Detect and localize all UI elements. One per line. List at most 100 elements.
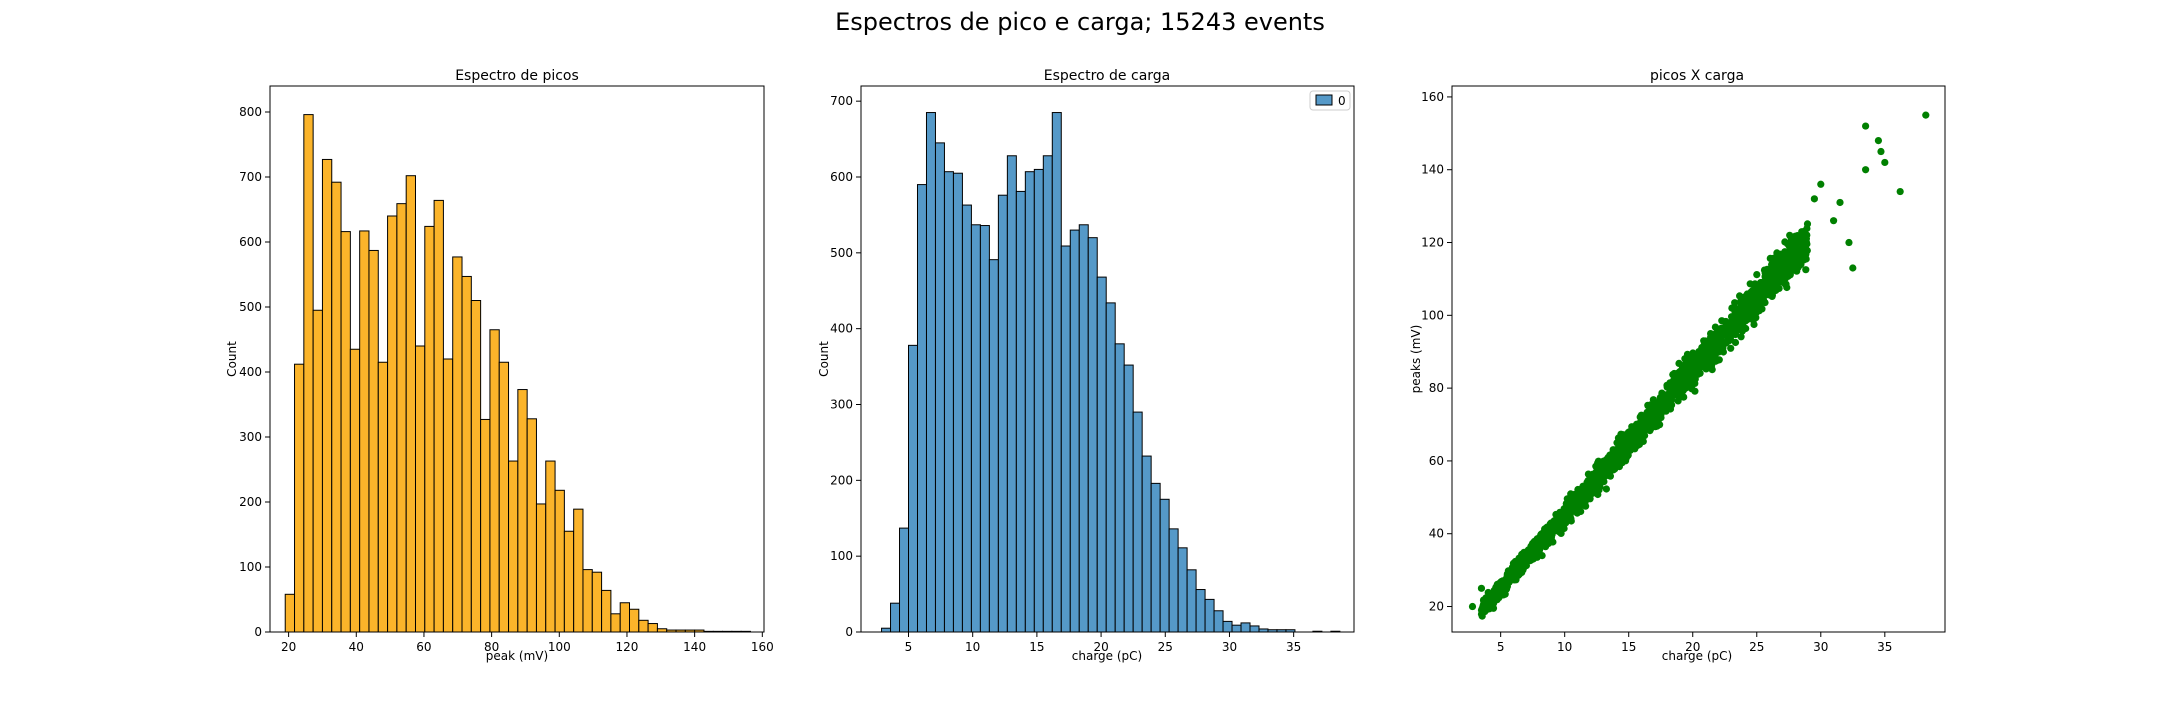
y-tick-label: 100 bbox=[1421, 308, 1444, 322]
histogram-bar bbox=[284, 593, 296, 633]
scatter-point bbox=[1680, 376, 1688, 384]
scatter-point bbox=[1567, 490, 1575, 498]
scatter-point bbox=[1849, 264, 1857, 272]
scatter-point bbox=[1691, 387, 1699, 395]
scatter-point bbox=[1896, 187, 1904, 196]
histogram-bar bbox=[1213, 610, 1224, 633]
scatter-point bbox=[1689, 374, 1697, 382]
x-tick-label: 25 bbox=[1749, 640, 1764, 654]
histogram-bar bbox=[452, 256, 463, 633]
histogram-bar bbox=[526, 418, 537, 633]
x-tick-label: 20 bbox=[281, 640, 296, 654]
scatter-point bbox=[1611, 447, 1619, 455]
scatter-point bbox=[1573, 509, 1581, 517]
histogram-bar bbox=[619, 602, 631, 633]
histogram-bar bbox=[414, 345, 426, 633]
histogram-bar bbox=[629, 608, 640, 633]
plot-frame bbox=[860, 85, 1355, 633]
scatter-point bbox=[1731, 338, 1740, 347]
scatter-point bbox=[1595, 470, 1603, 478]
scatter-point bbox=[1836, 198, 1844, 207]
y-tick-label: 700 bbox=[239, 170, 262, 184]
scatter-point bbox=[1684, 364, 1692, 372]
histogram-bar bbox=[340, 231, 351, 633]
histogram-bar bbox=[498, 361, 510, 633]
figure-suptitle: Espectros de pico e carga; 15243 events bbox=[835, 8, 1325, 36]
histogram-bar bbox=[1087, 237, 1098, 633]
scatter-point bbox=[1542, 535, 1550, 543]
x-tick-label: 160 bbox=[751, 640, 774, 654]
scatter-point bbox=[1575, 501, 1583, 509]
scatter-point bbox=[1653, 399, 1662, 407]
x-tick-label: 20 bbox=[1685, 640, 1700, 654]
chart-title: picos X carga bbox=[1650, 68, 1744, 84]
histogram-bar bbox=[1168, 528, 1179, 633]
scatter-point bbox=[1741, 308, 1749, 316]
histogram-bar bbox=[331, 181, 342, 633]
x-tick-label: 10 bbox=[965, 640, 980, 654]
scatter-point bbox=[1666, 385, 1674, 393]
histogram-bar bbox=[489, 329, 500, 633]
histogram-bar bbox=[881, 627, 892, 633]
scatter-point bbox=[1776, 277, 1784, 285]
scatter-point bbox=[1666, 402, 1674, 410]
scatter-point bbox=[1749, 316, 1757, 324]
histogram-bar bbox=[554, 489, 565, 633]
x-tick-label: 15 bbox=[1621, 640, 1636, 654]
histogram-bar bbox=[916, 184, 927, 633]
scatter-point bbox=[1845, 238, 1853, 247]
x-axis-label: peak (mV) bbox=[486, 649, 548, 663]
scatter-point bbox=[1589, 482, 1597, 490]
scatter-point bbox=[1515, 564, 1523, 572]
scatter-point bbox=[1829, 217, 1838, 225]
histogram-bar bbox=[591, 571, 603, 633]
scatter-point bbox=[1793, 244, 1801, 252]
scatter-point bbox=[1696, 369, 1704, 377]
scatter-point bbox=[1657, 414, 1665, 422]
x-tick-label: 80 bbox=[484, 640, 499, 654]
histogram-bar bbox=[563, 530, 575, 633]
scatter-point bbox=[1586, 475, 1594, 483]
y-tick-label: 0 bbox=[845, 625, 853, 639]
scatter-point bbox=[1747, 296, 1755, 305]
y-tick-label: 0 bbox=[254, 625, 262, 639]
scatter-point bbox=[1708, 366, 1716, 374]
scatter-point bbox=[1642, 423, 1650, 432]
histogram-bar bbox=[573, 508, 584, 633]
scatter-point bbox=[1632, 438, 1640, 446]
scatter-point bbox=[1727, 344, 1735, 352]
scatter-point bbox=[1725, 320, 1733, 328]
histogram-bar bbox=[638, 619, 649, 633]
histogram-bar bbox=[1240, 622, 1251, 633]
scatter-point bbox=[1670, 376, 1678, 384]
y-tick-label: 500 bbox=[830, 246, 853, 260]
scatter-point bbox=[1662, 396, 1670, 404]
scatter-point bbox=[1877, 147, 1885, 156]
y-axis-label: Count bbox=[817, 341, 831, 377]
legend: 0 bbox=[1309, 90, 1351, 111]
x-tick-label: 100 bbox=[548, 640, 571, 654]
x-tick-label: 5 bbox=[1497, 640, 1505, 654]
scatter-point bbox=[1505, 569, 1513, 577]
histogram-bar bbox=[1114, 343, 1125, 633]
scatter-point bbox=[1728, 313, 1736, 321]
histogram-bar bbox=[1141, 455, 1152, 633]
histogram-bar bbox=[899, 527, 910, 633]
legend-swatch bbox=[1315, 94, 1333, 106]
scatter-point bbox=[1711, 333, 1719, 341]
y-tick-label: 200 bbox=[830, 473, 853, 487]
scatter-point bbox=[1761, 299, 1769, 307]
histogram-bar bbox=[461, 275, 472, 633]
histogram-bar bbox=[1204, 598, 1215, 633]
scatter-point bbox=[1566, 498, 1574, 507]
histogram-bar bbox=[442, 358, 454, 633]
scatter-point bbox=[1643, 413, 1651, 422]
histogram-bar bbox=[405, 175, 416, 633]
histogram-bar bbox=[535, 503, 547, 633]
scatter-point bbox=[1537, 539, 1545, 547]
histogram-bar bbox=[1096, 276, 1107, 633]
scatter-point bbox=[1773, 250, 1781, 258]
y-tick-label: 100 bbox=[239, 560, 262, 574]
histogram-bar bbox=[1033, 168, 1044, 633]
scatter-point bbox=[1741, 317, 1750, 325]
